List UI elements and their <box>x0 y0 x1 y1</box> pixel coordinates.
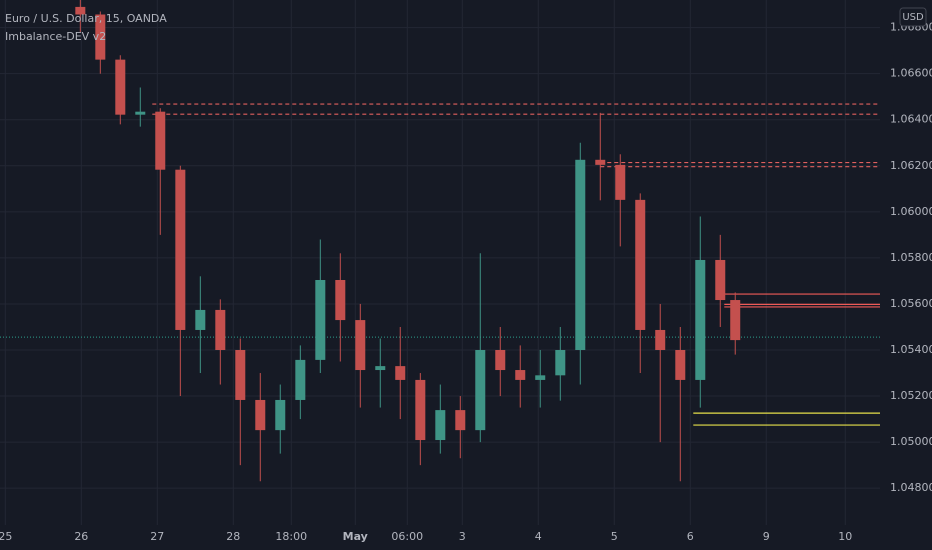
candle-body <box>155 111 166 170</box>
candle-body <box>715 259 726 301</box>
y-tick-label: 1.04800 <box>890 481 932 494</box>
candle-body <box>335 280 346 321</box>
candle-body <box>635 199 646 330</box>
x-tick-label: 18:00 <box>275 530 307 543</box>
candle-body <box>395 366 406 380</box>
levels <box>0 103 880 426</box>
candle-body <box>295 359 306 400</box>
candle-body <box>575 159 586 350</box>
x-tick-label: 28 <box>226 530 240 543</box>
candle-body <box>475 350 486 431</box>
candle-body <box>235 350 246 400</box>
y-tick-label: 1.06600 <box>890 67 932 80</box>
candle-body <box>415 379 426 441</box>
x-tick-label: 6 <box>687 530 694 543</box>
candle-body <box>95 14 106 60</box>
grid <box>0 0 880 525</box>
candle-body <box>255 399 266 431</box>
candle-body <box>615 164 626 200</box>
x-tick-label: 10 <box>838 530 852 543</box>
x-tick-label: 25 <box>0 530 12 543</box>
candle-body <box>595 159 606 165</box>
candle-body <box>655 329 666 350</box>
x-tick-label: 3 <box>459 530 466 543</box>
chart-title: Euro / U.S. Dollar, 15, OANDA <box>5 12 167 25</box>
candles <box>75 0 741 482</box>
candle-body <box>115 59 126 115</box>
currency[interactable]: USD <box>902 12 924 23</box>
y-tick-label: 1.05600 <box>890 297 932 310</box>
candle-body <box>455 410 466 431</box>
candle-body <box>435 410 446 441</box>
candle-body <box>355 320 366 371</box>
y-tick-label: 1.06200 <box>890 159 932 172</box>
y-tick-label: 1.06000 <box>890 205 932 218</box>
candle-body <box>135 111 146 115</box>
candle-body <box>495 350 506 371</box>
candle-body <box>215 309 226 350</box>
candle-body <box>675 350 686 380</box>
x-tick-label: 27 <box>150 530 164 543</box>
y-tick-label: 1.05200 <box>890 389 932 402</box>
candle-body <box>195 309 206 330</box>
x-tick-label: 26 <box>74 530 88 543</box>
candle-body <box>175 169 186 330</box>
axes: 1.04800 1.05000 1.05200 1.05400 1.05600 1.058… <box>0 21 932 543</box>
x-tick-label: 9 <box>763 530 770 543</box>
y-tick-label: 1.06400 <box>890 113 932 126</box>
currency-box[interactable] <box>899 7 927 27</box>
y-tick-label: 1.05400 <box>890 343 932 356</box>
x-tick-label: 06:00 <box>391 530 423 543</box>
x-tick-label: 5 <box>611 530 618 543</box>
y-tick-label: 1.05000 <box>890 435 932 448</box>
candle-body <box>315 280 326 360</box>
candle-body <box>515 370 526 380</box>
x-tick-label: 4 <box>535 530 542 543</box>
candle-body <box>275 399 286 431</box>
candle-body <box>535 375 546 380</box>
candle-body <box>75 6 86 15</box>
indicator-name: Imbalance-DEV v2 <box>5 30 106 43</box>
candle-body <box>555 350 566 376</box>
y-tick-label: 1.05800 <box>890 251 932 264</box>
candle-body <box>375 366 386 371</box>
x-tick-label: May <box>343 530 368 543</box>
candle-body <box>695 259 706 380</box>
candle-body <box>730 300 741 341</box>
